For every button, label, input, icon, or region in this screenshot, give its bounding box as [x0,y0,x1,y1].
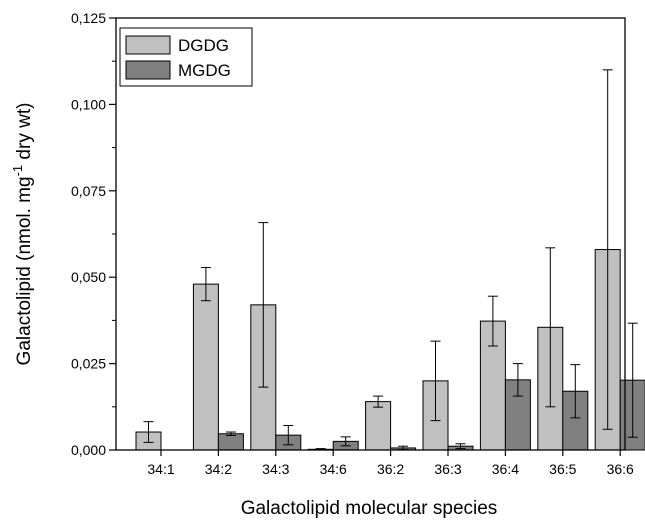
x-tick-label-36-5: 36:5 [549,461,576,477]
error-bar-mgdg-34-3 [283,424,294,446]
bar-mgdg-34-2 [217,433,244,451]
error-bar-mgdg-34-6 [340,436,351,447]
y-tick-label: 0,125 [71,10,106,26]
bar-dgdg-34-2 [192,283,219,451]
x-tick-label-36-4: 36:4 [492,461,519,477]
error-bar-mgdg-36-4 [512,363,523,397]
x-tick-label-34-6: 34:6 [320,461,347,477]
y-tick-label: 0,050 [71,269,106,285]
plot-area [135,69,645,451]
error-bar-dgdg-36-5 [545,247,556,408]
axes: 34:1 34:2 34:3 34:6 36:2 36:3 36:4 36:5 36:6 0,00… [71,10,634,477]
error-bar-dgdg-36-6 [602,69,613,430]
bar-dgdg-36-2 [365,401,392,451]
error-bar-dgdg-36-4 [487,295,498,347]
x-tick-label-36-2: 36:2 [377,461,404,477]
x-axis-title: Galactolipid molecular species [241,498,498,519]
error-bar-dgdg-36-3 [430,340,441,422]
x-tick-label-34-2: 34:2 [205,461,232,477]
legend-label-dgdg: DGDG [178,36,229,55]
legend-swatch-mgdg [125,60,171,80]
y-axis-title-suffix: dry wt) [14,103,35,165]
y-axis-title-prefix: Galactolipid (nmol. mg [14,176,35,365]
legend-label-mgdg: MGDG [178,61,231,80]
error-bar-mgdg-36-3 [455,443,466,450]
error-bar-dgdg-36-2 [373,395,384,408]
error-bar-dgdg-34-3 [258,222,269,388]
error-bar-mgdg-36-6 [627,322,638,438]
y-tick-label: 0,025 [71,356,106,372]
x-tick-label-36-6: 36:6 [607,461,634,477]
error-bar-dgdg-34-1 [143,421,154,443]
x-tick-label-34-1: 34:1 [147,461,174,477]
legend: DGDG MGDG [119,27,253,87]
legend-swatch-dgdg [125,35,171,55]
x-tick-label-36-3: 36:3 [434,461,461,477]
error-bar-mgdg-34-2 [225,431,236,436]
x-tick-label-34-3: 34:3 [262,461,289,477]
y-tick-label: 0,075 [71,183,106,199]
error-bar-dgdg-34-2 [200,267,211,302]
y-axis-title-superscript: -1 [10,165,25,177]
y-tick-label: 0,100 [71,96,106,112]
error-bar-mgdg-36-5 [570,364,581,419]
y-axis-title: Galactolipid (nmol. mg-1 dry wt) [10,103,35,366]
y-tick-label: 0,000 [71,442,106,458]
